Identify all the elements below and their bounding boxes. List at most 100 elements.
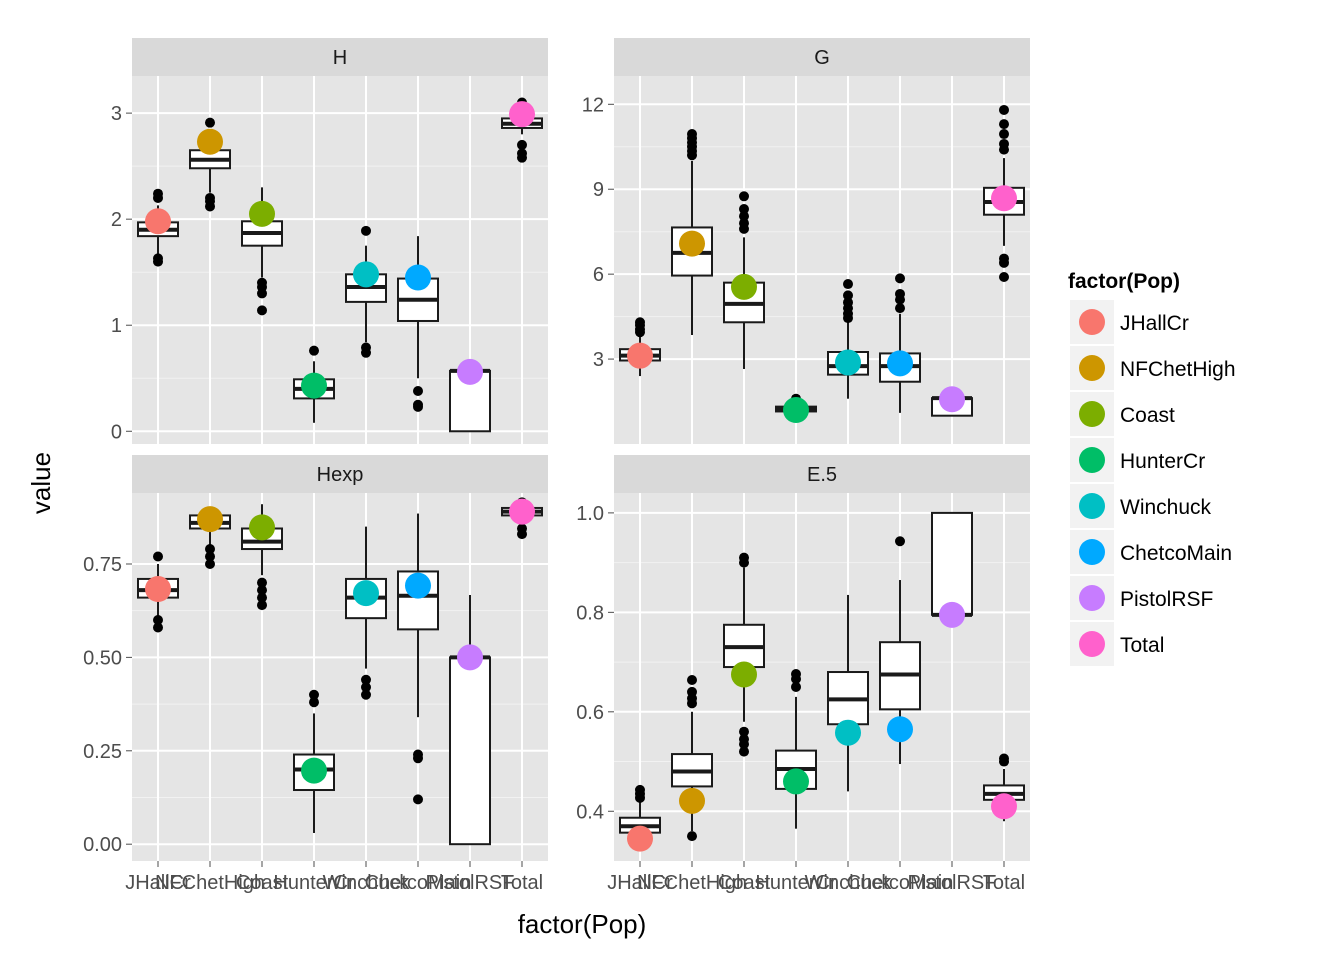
outlier-point [739,726,749,737]
legend-entry-jhallcr: JHallCr [1070,300,1189,344]
outlier-point [413,749,423,760]
outlier-point [791,681,801,692]
legend-key-point [1079,539,1105,565]
outlier-point [687,129,697,140]
outlier-point [205,558,215,569]
outlier-point [257,277,267,288]
legend-label: Total [1120,634,1164,657]
outlier-point [999,271,1009,282]
outlier-point [999,129,1009,140]
outlier-point [361,225,371,236]
outlier-point [739,191,749,202]
outlier-point [895,536,905,547]
legend-key-point [1079,447,1105,473]
legend-label: Coast [1120,404,1175,427]
x-tick-label: Total [983,872,1025,894]
box-iqr [931,511,973,616]
outlier-point [517,523,527,534]
point-coast [731,661,757,688]
legend-key-point [1079,631,1105,657]
box-pistolrsf [931,511,973,617]
outlier-point [257,305,267,316]
point-jhallcr [145,208,171,235]
outlier-point [413,385,423,396]
legend-key-point [1079,309,1105,335]
x-tick-label: JHallCr [607,872,673,894]
x-tick-label: NFChetHigh [637,872,747,894]
outlier-point [413,794,423,805]
y-tick-label: 6 [593,264,604,286]
point-nfchethigh [197,506,223,533]
legend-label: JHallCr [1120,312,1189,335]
x-tick-label: Winchuck [323,872,411,894]
x-tick-label: PistolRSF [908,872,997,894]
facet-strip [614,38,1030,76]
outlier-point [361,682,371,693]
outlier-point [517,139,527,150]
x-tick-label: ChetcoMain [847,872,954,894]
point-total [991,793,1017,820]
point-winchuck [835,349,861,376]
legend-entries: JHallCr NFChetHigh Coast HunterCr Winchuck Ch… [1070,300,1236,666]
box-coast [723,552,765,757]
y-tick-label: 0.4 [576,801,604,823]
legend-entry-total: Total [1070,622,1164,666]
box-nfchethigh [671,674,713,842]
outlier-point [361,342,371,353]
point-winchuck [835,719,861,746]
x-tick-label: PistolRSF [426,872,515,894]
legend-entry-chetcomain: ChetcoMain [1070,530,1232,574]
outlier-point [739,734,749,745]
point-pistolrsf [457,358,483,385]
outlier-point [205,192,215,203]
outlier-point [739,552,749,563]
outlier-point [843,290,853,301]
outlier-point [205,544,215,555]
x-tick-label: Total [501,872,543,894]
facet-strip-label: Hexp [317,464,364,486]
outlier-point [687,686,697,697]
point-chetcomain [887,350,913,377]
outlier-point [257,600,267,611]
point-winchuck [353,580,379,607]
box-iqr [449,656,491,846]
outlier-point [895,303,905,314]
outlier-point [687,674,697,685]
outlier-point [895,273,905,284]
outlier-point [999,138,1009,149]
y-tick-label: 0.50 [83,647,122,669]
x-tick-label: NFChetHigh [155,872,265,894]
outlier-point [791,669,801,680]
facet-panel-h: H 0 1 2 3 [111,38,548,444]
y-tick-label: 0 [111,421,122,443]
outlier-point [999,119,1009,130]
x-tick-label: Coast [236,872,289,894]
outlier-point [153,253,163,264]
outlier-point [413,399,423,410]
facet-strip [132,455,548,493]
legend-label: NFChetHigh [1120,358,1236,381]
point-huntercr [301,757,327,784]
outlier-point [999,104,1009,115]
point-winchuck [353,261,379,288]
legend-entry-coast: Coast [1070,392,1175,436]
outlier-point [153,551,163,562]
outlier-point [309,697,319,708]
outlier-point [205,117,215,128]
outlier-point [687,831,697,842]
legend-key-point [1079,585,1105,611]
x-axis-title: factor(Pop) [518,909,647,939]
outlier-point [361,674,371,685]
outlier-point [153,622,163,633]
outlier-point [153,615,163,626]
point-chetcomain [405,572,431,599]
point-pistolrsf [457,644,483,671]
x-tick-label: HunterCr [755,872,836,894]
point-huntercr [783,768,809,795]
legend-entry-huntercr: HunterCr [1070,438,1205,482]
facet-strip-label: H [333,47,347,69]
outlier-point [635,784,645,795]
legend-key-point [1079,355,1105,381]
legend-key-point [1079,401,1105,427]
